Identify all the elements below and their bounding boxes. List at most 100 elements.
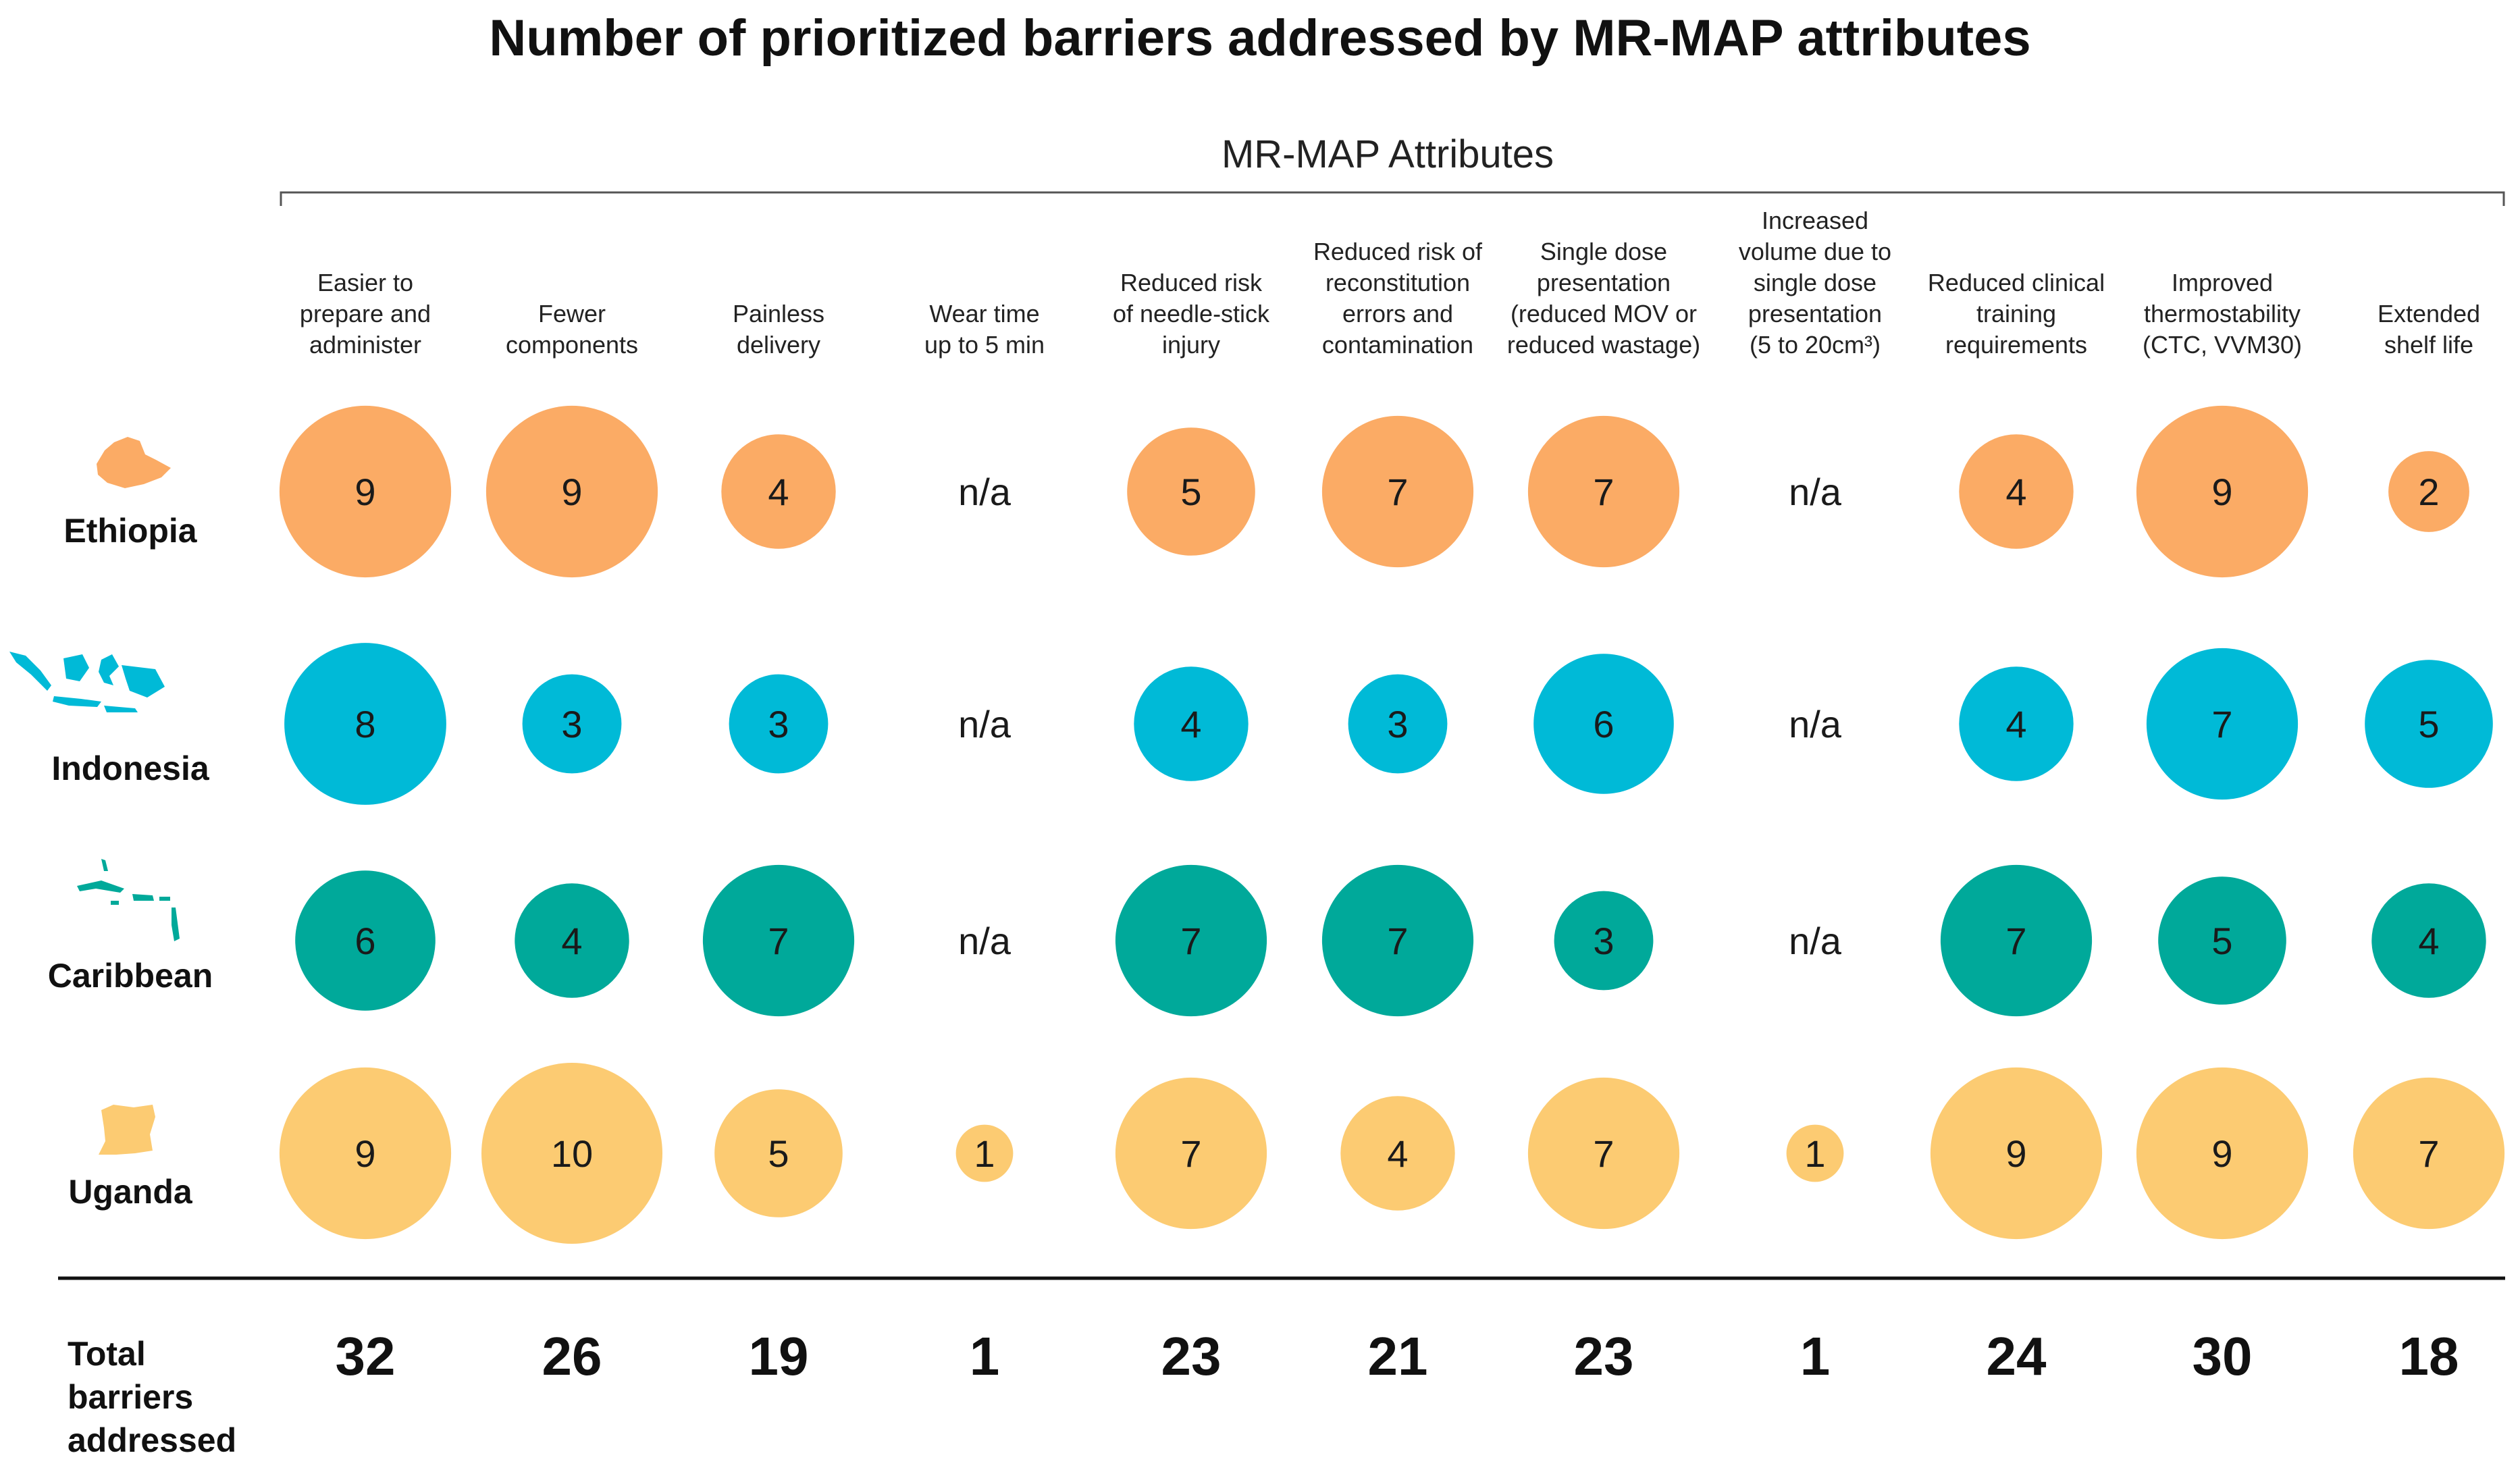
column-label-line: presentation [1537, 269, 1671, 296]
column-label-line: prepare and [300, 300, 431, 327]
total-value: 1 [1800, 1326, 1831, 1386]
bubble [1527, 415, 1680, 568]
column-label-line: administer [309, 331, 421, 359]
map-shape [159, 897, 170, 901]
na-label: n/a [1789, 471, 1842, 513]
bubble-label: 4 [2005, 471, 2026, 513]
bubble [2353, 1077, 2505, 1230]
bubble-label: 9 [2211, 1132, 2232, 1175]
bubble-label: 4 [2005, 703, 2026, 745]
bubble-label: 4 [2418, 920, 2439, 962]
bubble-label: 5 [2418, 703, 2439, 745]
column-label-line: injury [1162, 331, 1220, 359]
column-label-line: Fewer [538, 300, 606, 327]
bubble [955, 1124, 1014, 1182]
bubble [1533, 654, 1674, 794]
indonesia-map-icon [9, 652, 165, 712]
bubble-label: 3 [1387, 703, 1408, 745]
bubble-label: 6 [355, 920, 375, 962]
map-shape [122, 665, 165, 698]
bubble [1930, 1067, 2103, 1240]
bubble-label: 8 [355, 703, 375, 745]
bubble-label: 9 [2211, 471, 2232, 513]
column-label-line: contamination [1322, 331, 1473, 359]
column-label: Easier to prepare and administer [300, 269, 431, 359]
column-label-line: Painless [733, 300, 824, 327]
totals-label: Total barriers addressed [68, 1335, 236, 1459]
column-label-line: of needle-stick [1113, 300, 1270, 327]
bubble [1348, 674, 1448, 774]
bubble [1554, 891, 1654, 991]
bubble-label: 10 [551, 1132, 593, 1175]
bubble-label: 5 [1180, 471, 1201, 513]
bubble [1115, 1077, 1267, 1230]
column-label: Reduced risk of reconstitution errors and c… [1313, 238, 1483, 359]
bubble-label: 5 [768, 1132, 789, 1175]
bubble [714, 1089, 843, 1217]
bubble [1940, 864, 2093, 1017]
column-label-line: (CTC, VVM30) [2143, 331, 2302, 359]
map-shape [99, 1105, 155, 1155]
column-label: Wear time up to 5 min [924, 300, 1045, 359]
total-value: 23 [1161, 1326, 1222, 1386]
bubble-label: 4 [768, 471, 789, 513]
bubble-label: 7 [2211, 703, 2232, 745]
bubble-label: 7 [1593, 1132, 1614, 1175]
column-label-line: delivery [737, 331, 820, 359]
bubble-label: 7 [1593, 471, 1614, 513]
bubble [2136, 1067, 2309, 1240]
column-label-line: single dose [1754, 269, 1876, 296]
column-label-line: Increased [1762, 207, 1868, 234]
bubble [2146, 648, 2299, 800]
row-label: Indonesia [51, 750, 210, 787]
bubble-label: 7 [768, 920, 789, 962]
column-label-line: up to 5 min [924, 331, 1045, 359]
column-label-line: (5 to 20cm³) [1750, 331, 1881, 359]
column-label: Fewer components [506, 300, 638, 359]
bubble-label: 4 [1387, 1132, 1408, 1175]
bubble [721, 434, 836, 549]
bubble [1115, 864, 1267, 1017]
map-shape [132, 894, 154, 901]
bubble-label: 7 [1180, 920, 1201, 962]
bubble [1134, 666, 1249, 781]
bubble [2388, 451, 2469, 532]
bubble-label: 9 [561, 471, 582, 513]
bubble-label: 9 [355, 1132, 375, 1175]
bubble-label: 5 [2211, 920, 2232, 962]
column-label-line: Wear time [929, 300, 1039, 327]
bubble-label: 3 [561, 703, 582, 745]
column-label: Reduced clinical training requirements [1928, 269, 2105, 359]
bubble [1959, 666, 2074, 781]
totals-label-line: Total [68, 1335, 146, 1373]
map-shape [101, 859, 108, 871]
bubble [1127, 427, 1255, 556]
column-label-line: thermostability [2144, 300, 2301, 327]
bubble [1786, 1124, 1844, 1182]
totals-label-line: barriers [68, 1378, 193, 1416]
row-label: Uganda [68, 1173, 193, 1211]
bubble-label: 7 [2005, 920, 2026, 962]
column-label-line: Easier to [317, 269, 413, 296]
column-label-line: requirements [1945, 331, 2087, 359]
map-shape [53, 696, 101, 707]
column-label-line: errors and [1342, 300, 1453, 327]
total-value: 32 [336, 1326, 396, 1386]
bubble [485, 405, 658, 578]
bubble-label: 3 [768, 703, 789, 745]
column-group-label: MR-MAP Attributes [1222, 132, 1554, 176]
bubble-label: 2 [2418, 471, 2439, 513]
bubble-label: 6 [1593, 703, 1614, 745]
column-label: Reduced risk of needle-stick injury [1113, 269, 1270, 359]
column-label-line: Extended [2378, 300, 2480, 327]
column-label-line: presentation [1748, 300, 1882, 327]
total-value: 23 [1574, 1326, 1634, 1386]
map-shape [97, 437, 171, 488]
bubble-label: 3 [1593, 920, 1614, 962]
column-label-line: Single dose [1540, 238, 1667, 265]
column-label-line: Improved [2172, 269, 2273, 296]
bubble [1321, 415, 1474, 568]
chart-title: Number of prioritized barriers addressed… [489, 9, 2030, 67]
total-value: 30 [2193, 1326, 2253, 1386]
